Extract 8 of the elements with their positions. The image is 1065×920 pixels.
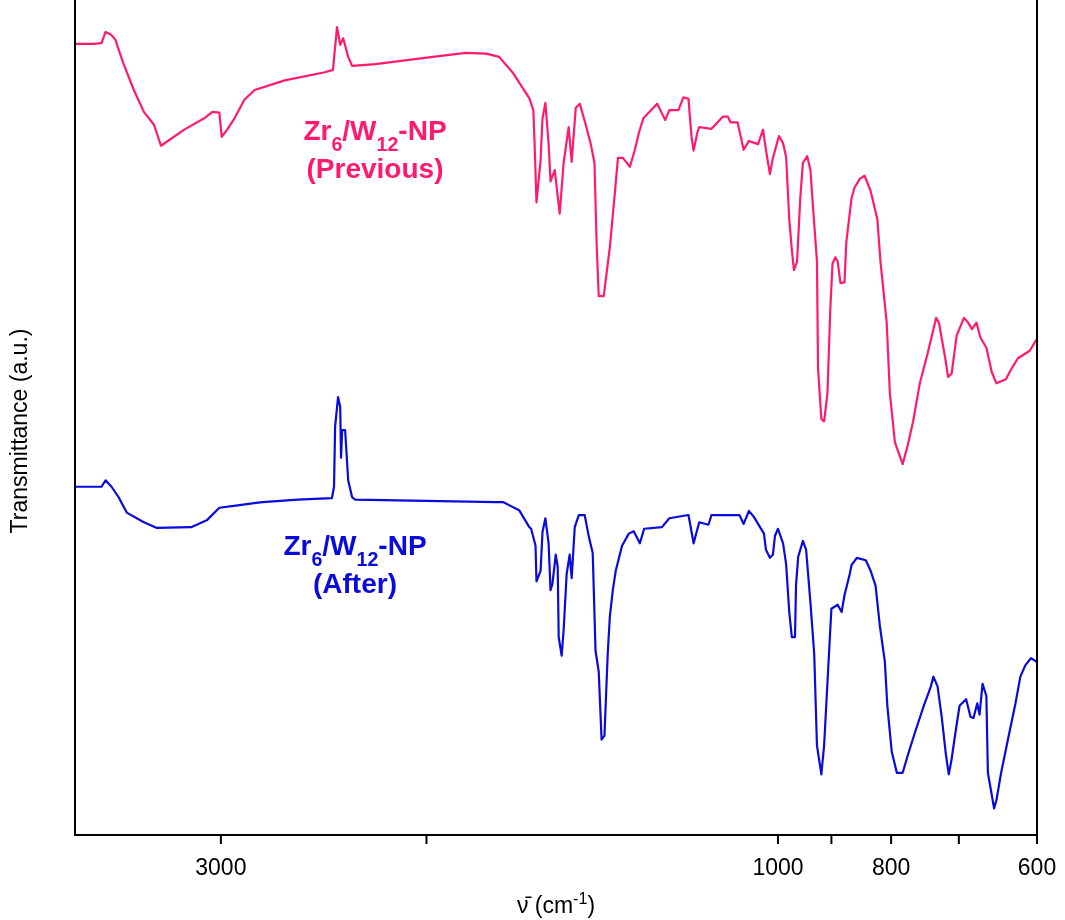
series-label: Zr$_{6}$/W$_{12}$-NP (After) (283, 530, 427, 599)
x-tick-label: 600 (1017, 854, 1057, 880)
x-tick-label: 3000 (195, 854, 247, 880)
y-axis-title: Transmittance (a.u.) (6, 328, 32, 534)
series-label: Zr$_{6}$/W$_{12}$-NP (Previous) (303, 115, 447, 184)
x-tick-label: 1000 (752, 854, 804, 880)
x-tick-label: 800 (871, 854, 911, 880)
x-axis-title: ν̄ (cm$^{-1}$) (516, 889, 596, 918)
